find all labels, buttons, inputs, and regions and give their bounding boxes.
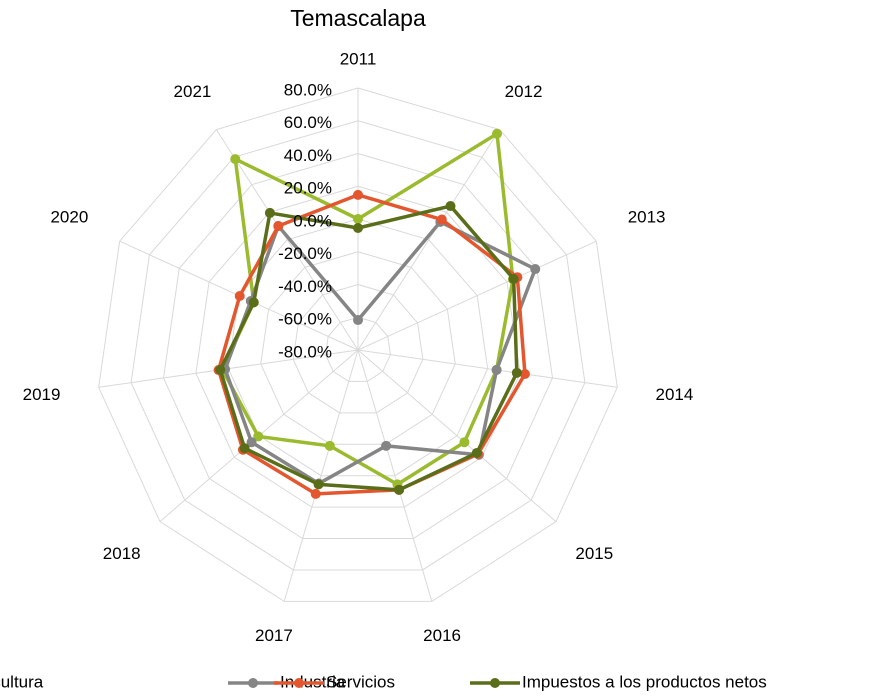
- data-point: [530, 264, 541, 275]
- data-point: [253, 431, 264, 442]
- legend-marker: [490, 678, 500, 688]
- data-point: [324, 440, 335, 451]
- spoke: [357, 129, 501, 351]
- grid-ring: [195, 185, 521, 508]
- data-point: [248, 297, 259, 308]
- category-label: 2013: [628, 208, 666, 227]
- data-point: [215, 364, 226, 375]
- data-point: [491, 364, 502, 375]
- data-point: [239, 443, 250, 454]
- data-point: [246, 437, 257, 448]
- legend-label: Agricultura: [0, 672, 44, 691]
- grid-ring: [98, 87, 618, 602]
- grid-ring: [260, 251, 456, 445]
- category-label: 2015: [575, 544, 613, 563]
- grid-ring: [130, 120, 586, 571]
- category-label: 2020: [50, 208, 88, 227]
- data-point: [459, 437, 470, 448]
- axis-tick-label: 40.0%: [284, 146, 332, 165]
- axis-tick-label: 20.0%: [284, 179, 332, 198]
- legend-marker: [294, 678, 304, 688]
- axis-tick-label: 0.0%: [293, 211, 332, 230]
- category-label: 2017: [255, 626, 293, 645]
- data-point: [381, 440, 392, 451]
- axis-tick-label: 60.0%: [284, 113, 332, 132]
- chart-title: Temascalapa: [290, 5, 426, 31]
- data-point: [511, 367, 522, 378]
- data-point: [230, 154, 241, 165]
- data-point: [264, 207, 275, 218]
- data-point: [445, 201, 456, 212]
- legend-item: Impuestos a los productos netos: [470, 672, 767, 691]
- data-point: [491, 128, 502, 139]
- category-label: 2012: [505, 82, 543, 101]
- spoke: [283, 349, 359, 602]
- data-point: [436, 214, 447, 225]
- data-point: [353, 214, 363, 224]
- data-point: [273, 221, 284, 232]
- category-label: 2019: [23, 385, 61, 404]
- axis-tick-label: -60.0%: [278, 310, 332, 329]
- spoke: [215, 129, 359, 351]
- grid-ring: [162, 152, 554, 540]
- axis-tick-label: -20.0%: [278, 244, 332, 263]
- legend-label: Servicios: [326, 672, 395, 691]
- grid-ring: [325, 316, 391, 382]
- data-point: [234, 290, 245, 301]
- legend-label: Impuestos a los productos netos: [522, 672, 767, 691]
- spoke: [357, 240, 597, 351]
- category-label: 2014: [656, 385, 694, 404]
- spoke: [357, 349, 618, 388]
- legend-marker: [248, 678, 258, 688]
- series-line: [218, 204, 519, 492]
- data-point: [394, 484, 405, 495]
- axis-tick-label: 80.0%: [284, 80, 332, 99]
- data-point: [353, 189, 363, 200]
- category-label: 2016: [423, 626, 461, 645]
- data-point: [353, 223, 363, 234]
- spoke: [357, 349, 557, 522]
- spoke: [357, 349, 433, 602]
- axis-tick-label: -40.0%: [278, 277, 332, 296]
- category-label: 2021: [174, 82, 212, 101]
- legend-item: Servicios: [274, 672, 395, 691]
- data-point: [471, 447, 482, 458]
- data-point: [310, 488, 321, 499]
- category-label: 2011: [340, 49, 377, 68]
- data-point: [508, 273, 519, 284]
- legend-item: Agricultura: [0, 672, 44, 691]
- grid-ring: [292, 283, 424, 414]
- data-point: [313, 479, 324, 490]
- axis-tick-label: -80.0%: [278, 342, 332, 361]
- data-point: [519, 369, 530, 380]
- category-label: 2018: [103, 544, 141, 563]
- data-point: [353, 315, 363, 326]
